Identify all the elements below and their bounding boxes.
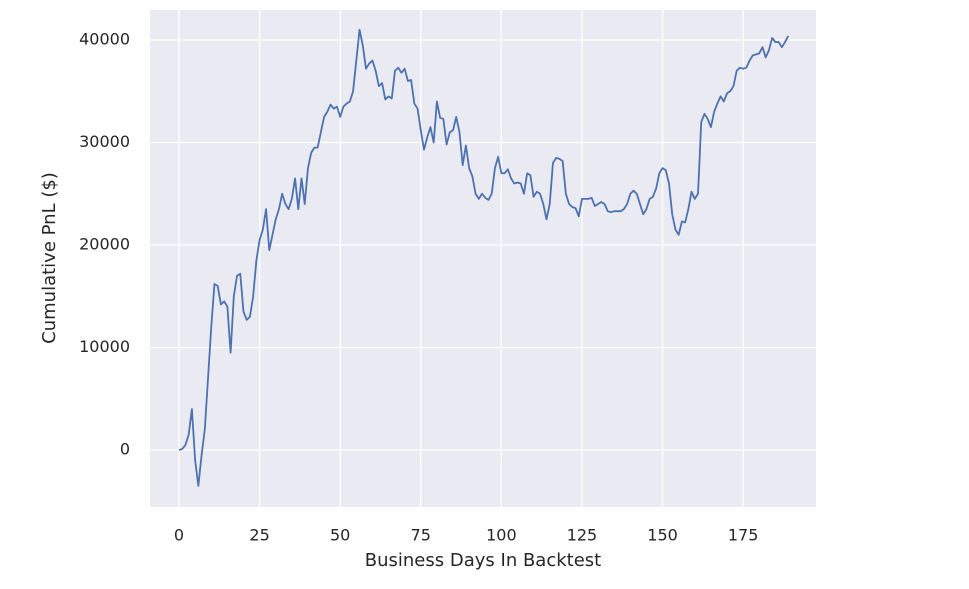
x-tick-label: 175 (728, 526, 759, 545)
x-tick-label: 150 (647, 526, 678, 545)
x-tick-label: 0 (174, 526, 184, 545)
x-tick-label: 25 (249, 526, 269, 545)
plot-area (150, 10, 816, 507)
x-tick-label: 125 (567, 526, 598, 545)
y-axis-label: Cumulative PnL ($) (39, 172, 60, 344)
x-tick-label: 100 (486, 526, 517, 545)
x-tick-label: 50 (330, 526, 350, 545)
line-series (178, 28, 790, 487)
y-tick-label: 30000 (79, 132, 130, 151)
y-tick-label: 10000 (79, 337, 130, 356)
x-axis-label: Business Days In Backtest (365, 550, 601, 571)
y-tick-label: 20000 (79, 235, 130, 254)
y-tick-label: 0 (120, 439, 130, 458)
x-tick-label: 75 (411, 526, 431, 545)
y-tick-label: 40000 (79, 30, 130, 49)
